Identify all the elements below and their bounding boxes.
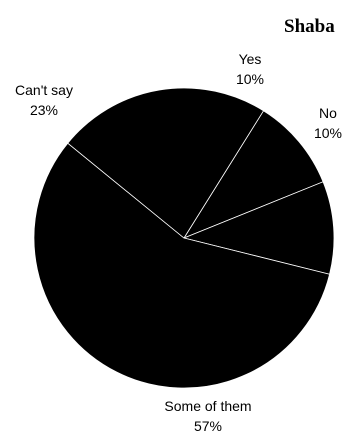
value-label-cant-say: 23% <box>30 102 58 118</box>
label-cant-say: Can't say <box>15 82 73 98</box>
value-label-some-of-them: 57% <box>194 418 222 434</box>
slice-no <box>182 181 335 275</box>
label-no: No <box>319 105 337 121</box>
chart-title: Shaba <box>284 16 335 37</box>
slice-yes <box>183 110 324 239</box>
slice-some-of-them <box>33 142 331 389</box>
value-label-yes: 10% <box>236 71 264 87</box>
label-some-of-them: Some of them <box>164 398 251 414</box>
slice-labels: Yes 10% No 10% Some of them 57% Can't sa… <box>15 51 342 434</box>
label-yes: Yes <box>239 51 262 67</box>
pie-slices <box>33 87 335 389</box>
value-label-no: 10% <box>314 125 342 141</box>
slice-cant-say <box>67 87 265 239</box>
